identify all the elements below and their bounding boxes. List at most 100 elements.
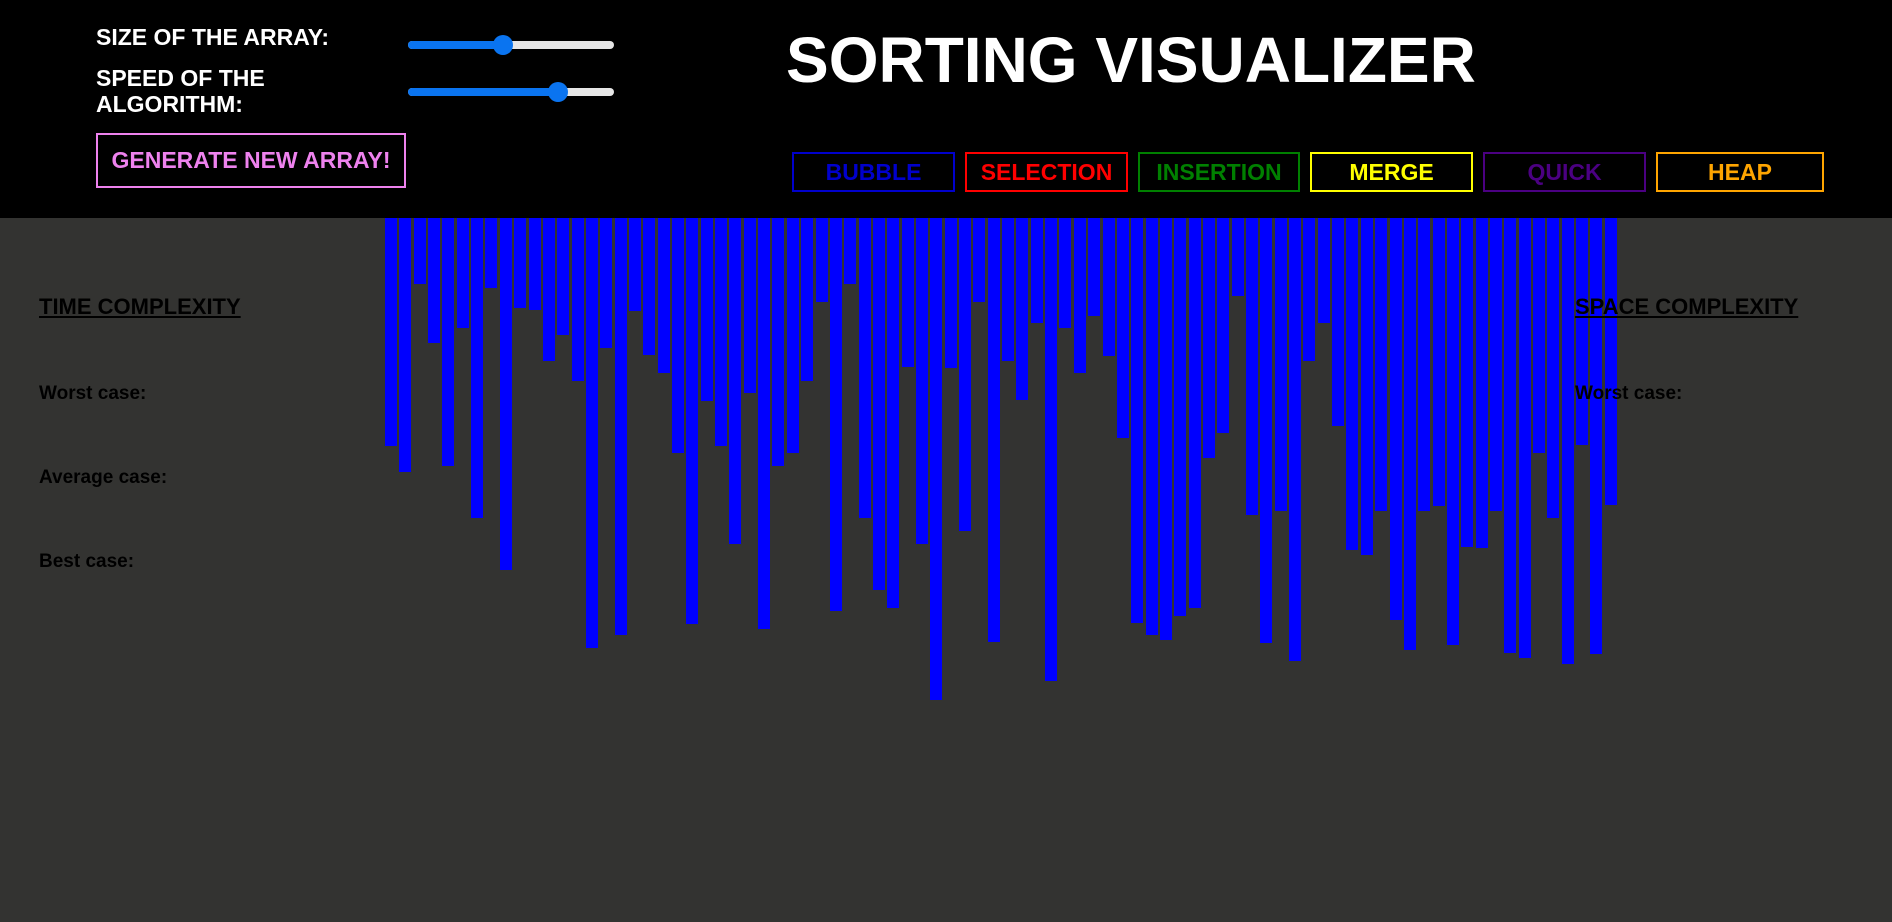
array-bar	[1231, 218, 1244, 296]
quick-sort-button[interactable]: QUICK	[1483, 152, 1646, 192]
heap-sort-button[interactable]: HEAP	[1656, 152, 1824, 192]
array-bar	[542, 218, 555, 361]
array-bar	[442, 218, 455, 466]
array-bar	[1059, 218, 1072, 328]
array-bar	[413, 218, 426, 284]
array-bar	[499, 218, 512, 570]
array-bar	[485, 218, 498, 288]
array-bar	[1547, 218, 1560, 518]
array-bar	[1246, 218, 1258, 515]
array-bar	[829, 218, 842, 611]
insertion-sort-button[interactable]: INSERTION	[1138, 152, 1300, 192]
array-bar	[657, 218, 670, 373]
array-bar	[1332, 218, 1345, 426]
time-average-case-label: Average case:	[39, 467, 168, 488]
array-bars-container	[0, 218, 1892, 922]
array-bar	[801, 218, 814, 381]
array-bar	[1475, 218, 1488, 548]
bubble-sort-button[interactable]: BUBBLE	[792, 152, 955, 192]
array-bar	[872, 218, 885, 590]
array-bar	[628, 218, 641, 311]
space-worst-case-label: Worst case:	[1575, 383, 1683, 404]
array-bar	[1102, 218, 1115, 356]
array-bar	[614, 218, 627, 635]
array-bar	[1260, 218, 1273, 643]
page-title: SORTING VISUALIZER	[786, 24, 1476, 96]
array-bar	[1403, 218, 1416, 650]
array-bar	[585, 218, 598, 648]
array-bar	[772, 218, 785, 466]
array-bar	[1418, 218, 1431, 511]
array-bar	[686, 218, 699, 624]
array-bar	[915, 218, 928, 544]
array-bar	[1217, 218, 1230, 433]
array-bar	[1375, 218, 1388, 511]
array-bar	[1131, 218, 1144, 623]
array-bar	[1145, 218, 1158, 635]
array-bar	[1116, 218, 1129, 438]
array-bar	[571, 218, 584, 381]
top-control-bar: SIZE OF THE ARRAY: SPEED OF THE ALGORITH…	[0, 0, 1892, 218]
time-complexity-heading: TIME COMPLEXITY	[39, 294, 241, 319]
array-bar	[758, 218, 771, 629]
array-bar	[1576, 218, 1589, 445]
array-bar	[1159, 218, 1172, 640]
array-bar	[528, 218, 541, 310]
array-bar	[1188, 218, 1201, 608]
array-bar	[858, 218, 871, 518]
array-bar	[715, 218, 728, 446]
array-bar	[672, 218, 684, 453]
array-bar	[944, 218, 957, 368]
array-bar	[1317, 218, 1330, 323]
array-bar	[557, 218, 570, 335]
array-bar	[1088, 218, 1101, 316]
array-size-slider-fill	[408, 41, 503, 49]
array-bar	[1030, 218, 1043, 323]
array-bar	[1360, 218, 1373, 555]
array-bar	[471, 218, 484, 518]
array-bar	[1289, 218, 1302, 661]
array-bar	[1561, 218, 1574, 664]
array-bar	[973, 218, 986, 302]
array-bar	[456, 218, 469, 328]
selection-sort-button[interactable]: SELECTION	[965, 152, 1128, 192]
array-bar	[1489, 218, 1502, 511]
array-bar	[1002, 218, 1015, 361]
array-size-label: SIZE OF THE ARRAY:	[96, 24, 329, 50]
array-bar	[1461, 218, 1474, 547]
array-bar	[930, 218, 943, 700]
array-bar	[729, 218, 742, 544]
time-worst-case-label: Worst case:	[39, 383, 147, 404]
time-best-case-label: Best case:	[39, 551, 135, 572]
array-bar	[428, 218, 441, 343]
array-bar	[815, 218, 828, 302]
merge-sort-button[interactable]: MERGE	[1310, 152, 1473, 192]
array-bar	[743, 218, 756, 393]
array-bar	[1446, 218, 1459, 645]
algorithm-speed-slider-fill	[408, 88, 559, 96]
array-bar	[987, 218, 1000, 642]
array-bar	[901, 218, 914, 367]
array-bar	[1073, 218, 1086, 373]
array-size-slider[interactable]	[408, 35, 614, 55]
algorithm-speed-slider[interactable]	[408, 82, 614, 102]
array-bar	[1174, 218, 1187, 616]
algorithm-speed-slider-thumb[interactable]	[548, 82, 569, 102]
array-bar	[887, 218, 900, 608]
array-bar	[1432, 218, 1445, 506]
generate-new-array-button[interactable]: GENERATE NEW ARRAY!	[96, 133, 406, 188]
array-size-slider-thumb[interactable]	[492, 35, 513, 55]
array-bar	[700, 218, 713, 401]
array-bar	[1303, 218, 1316, 361]
array-bar	[399, 218, 412, 472]
array-bar	[643, 218, 656, 355]
array-bar	[1533, 218, 1545, 453]
array-bar	[1274, 218, 1287, 511]
array-bar	[385, 218, 397, 446]
space-complexity-heading: SPACE COMPLEXITY	[1575, 294, 1799, 319]
array-bar	[1202, 218, 1215, 458]
array-bar	[514, 218, 527, 308]
algorithm-speed-label: SPEED OF THE ALGORITHM:	[96, 65, 265, 117]
array-bar	[1604, 218, 1617, 505]
array-bar	[844, 218, 857, 284]
